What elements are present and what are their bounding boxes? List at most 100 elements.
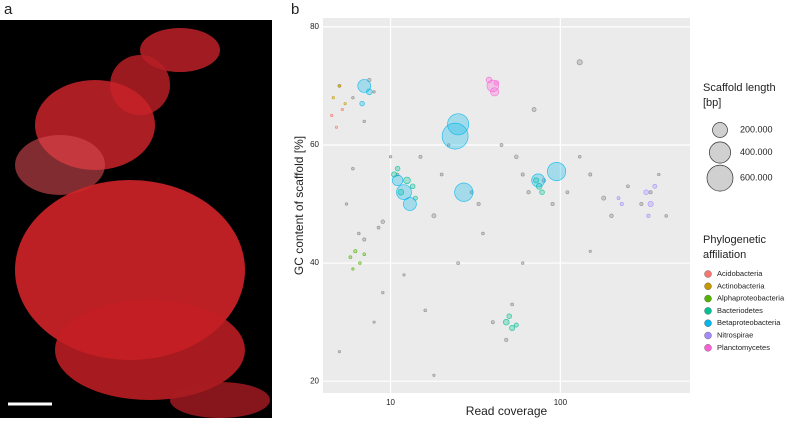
point	[454, 182, 474, 202]
point	[380, 219, 385, 224]
point	[513, 322, 519, 328]
point	[358, 261, 362, 265]
point	[340, 107, 344, 112]
x-tick-label: 10	[386, 398, 395, 407]
point	[403, 176, 411, 185]
point	[353, 249, 358, 254]
point	[531, 107, 537, 112]
legend-title: [bp]	[703, 97, 721, 109]
size-legend-label: 400.000	[740, 147, 773, 157]
point	[601, 195, 607, 201]
size-legend-key	[712, 122, 728, 138]
legend-title: affiliation	[703, 249, 746, 261]
point	[330, 113, 334, 117]
point	[510, 302, 514, 307]
point	[565, 190, 570, 195]
legend-key	[704, 344, 712, 352]
legend-label: Planctomycetes	[717, 343, 770, 352]
point	[521, 261, 525, 265]
point	[357, 231, 361, 236]
point	[539, 189, 545, 195]
point	[509, 325, 516, 332]
legend-key	[704, 282, 712, 290]
y-tick-label: 80	[310, 22, 319, 31]
point	[351, 166, 355, 171]
point	[648, 190, 653, 195]
point	[481, 231, 485, 236]
point	[502, 318, 510, 326]
point	[504, 337, 509, 342]
point	[431, 213, 437, 219]
point	[647, 201, 654, 208]
point	[550, 201, 555, 207]
point	[381, 290, 385, 295]
point	[652, 183, 658, 189]
point	[362, 252, 367, 256]
point	[394, 165, 401, 172]
point	[490, 87, 500, 97]
point	[337, 84, 342, 88]
point	[577, 155, 582, 159]
point	[418, 154, 423, 159]
point	[588, 172, 593, 177]
point	[499, 143, 504, 147]
point	[331, 96, 335, 100]
size-legend-key	[709, 141, 731, 164]
point	[343, 102, 347, 106]
point	[402, 273, 406, 277]
point	[506, 313, 512, 319]
point	[619, 201, 624, 207]
legend-key	[704, 319, 712, 327]
point	[396, 184, 412, 201]
x-tick-label: 100	[554, 398, 568, 407]
point	[403, 197, 417, 211]
point	[490, 320, 495, 325]
point	[643, 189, 649, 195]
size-legend-label: 200.000	[740, 124, 773, 134]
point	[372, 90, 376, 94]
point	[485, 76, 493, 84]
legend-key	[704, 307, 712, 315]
point	[391, 174, 404, 187]
legend-label: Nitrospirae	[717, 330, 753, 339]
point	[616, 196, 621, 200]
point	[397, 188, 405, 196]
point	[476, 201, 481, 207]
point	[351, 96, 355, 100]
point	[456, 261, 460, 265]
point	[366, 88, 373, 96]
legend-label: Betaproteobacteria	[717, 318, 781, 327]
point	[493, 80, 500, 86]
legend-label: Alphaproteobacteria	[717, 294, 785, 303]
point	[609, 213, 614, 219]
point	[657, 172, 661, 177]
point	[372, 320, 376, 324]
panel-label: b	[291, 1, 299, 18]
y-tick-label: 20	[310, 376, 319, 385]
legend-label: Bacteriodetes	[717, 306, 763, 315]
point	[514, 154, 519, 159]
point	[388, 155, 393, 159]
legend-key	[704, 331, 712, 340]
y-tick-label: 40	[310, 258, 319, 267]
point	[362, 237, 367, 242]
plot-points	[330, 59, 668, 377]
point	[432, 373, 436, 377]
size-legend-label: 600.000	[740, 172, 773, 182]
point	[447, 113, 470, 136]
point	[334, 125, 338, 129]
point	[362, 119, 366, 123]
point	[376, 225, 381, 230]
point	[439, 172, 444, 177]
legend-key	[704, 270, 712, 278]
point	[639, 201, 644, 207]
point	[526, 190, 531, 195]
y-tick-label: 60	[310, 140, 319, 149]
point	[337, 350, 342, 354]
point	[547, 162, 567, 182]
point	[423, 308, 427, 313]
point	[447, 143, 451, 147]
point	[533, 177, 540, 184]
point	[531, 173, 546, 188]
point	[348, 255, 353, 260]
